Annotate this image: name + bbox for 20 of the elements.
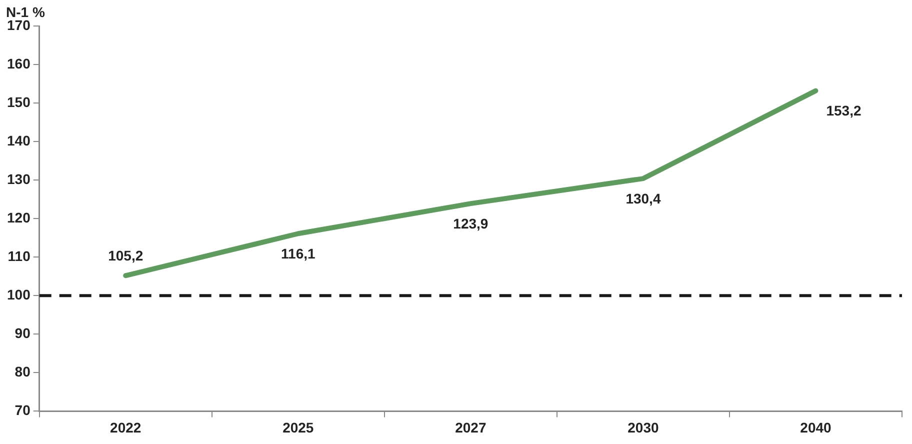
y-tick-label: 90 <box>14 325 31 342</box>
x-tick-label: 2040 <box>800 419 832 436</box>
data-label: 105,2 <box>108 247 144 264</box>
y-tick-label: 120 <box>7 209 31 226</box>
y-tick-label: 160 <box>7 55 31 72</box>
y-tick-label: 80 <box>14 364 31 380</box>
x-tick-label: 2022 <box>110 419 142 436</box>
y-tick-label: 100 <box>7 286 31 302</box>
x-tick-label: 2025 <box>282 419 314 436</box>
x-tick-label: 2027 <box>455 419 486 436</box>
data-label: 123,9 <box>453 215 488 232</box>
data-label: 153,2 <box>826 102 862 119</box>
y-tick-label: 150 <box>7 94 31 110</box>
y-tick-label: 70 <box>14 402 31 418</box>
data-label: 116,1 <box>281 245 316 262</box>
y-tick-label: 130 <box>7 170 31 187</box>
y-tick-label: 140 <box>7 132 31 148</box>
y-tick-label: 110 <box>8 248 31 264</box>
x-tick-label: 2030 <box>628 419 659 436</box>
data-label: 130,4 <box>626 190 661 206</box>
